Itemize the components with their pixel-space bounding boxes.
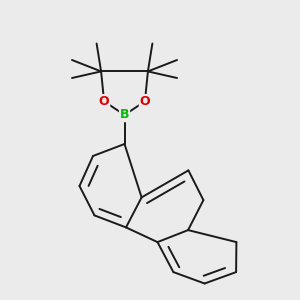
Text: O: O [140, 95, 150, 108]
Text: B: B [120, 108, 129, 122]
Text: O: O [99, 95, 110, 108]
